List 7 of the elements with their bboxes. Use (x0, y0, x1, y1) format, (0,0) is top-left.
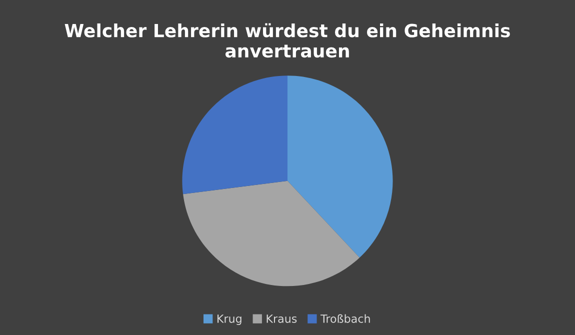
legend-label: Kraus (266, 314, 297, 323)
legend-label: Troßbach (320, 314, 370, 323)
legend-label: Krug (218, 314, 242, 325)
pie-slice (183, 180, 360, 286)
pie-slice (288, 76, 393, 258)
pie-slice (182, 76, 288, 194)
chart-title: Welcher Lehrerin würdest du ein Geheimnis anvertrauen (64, 23, 510, 58)
